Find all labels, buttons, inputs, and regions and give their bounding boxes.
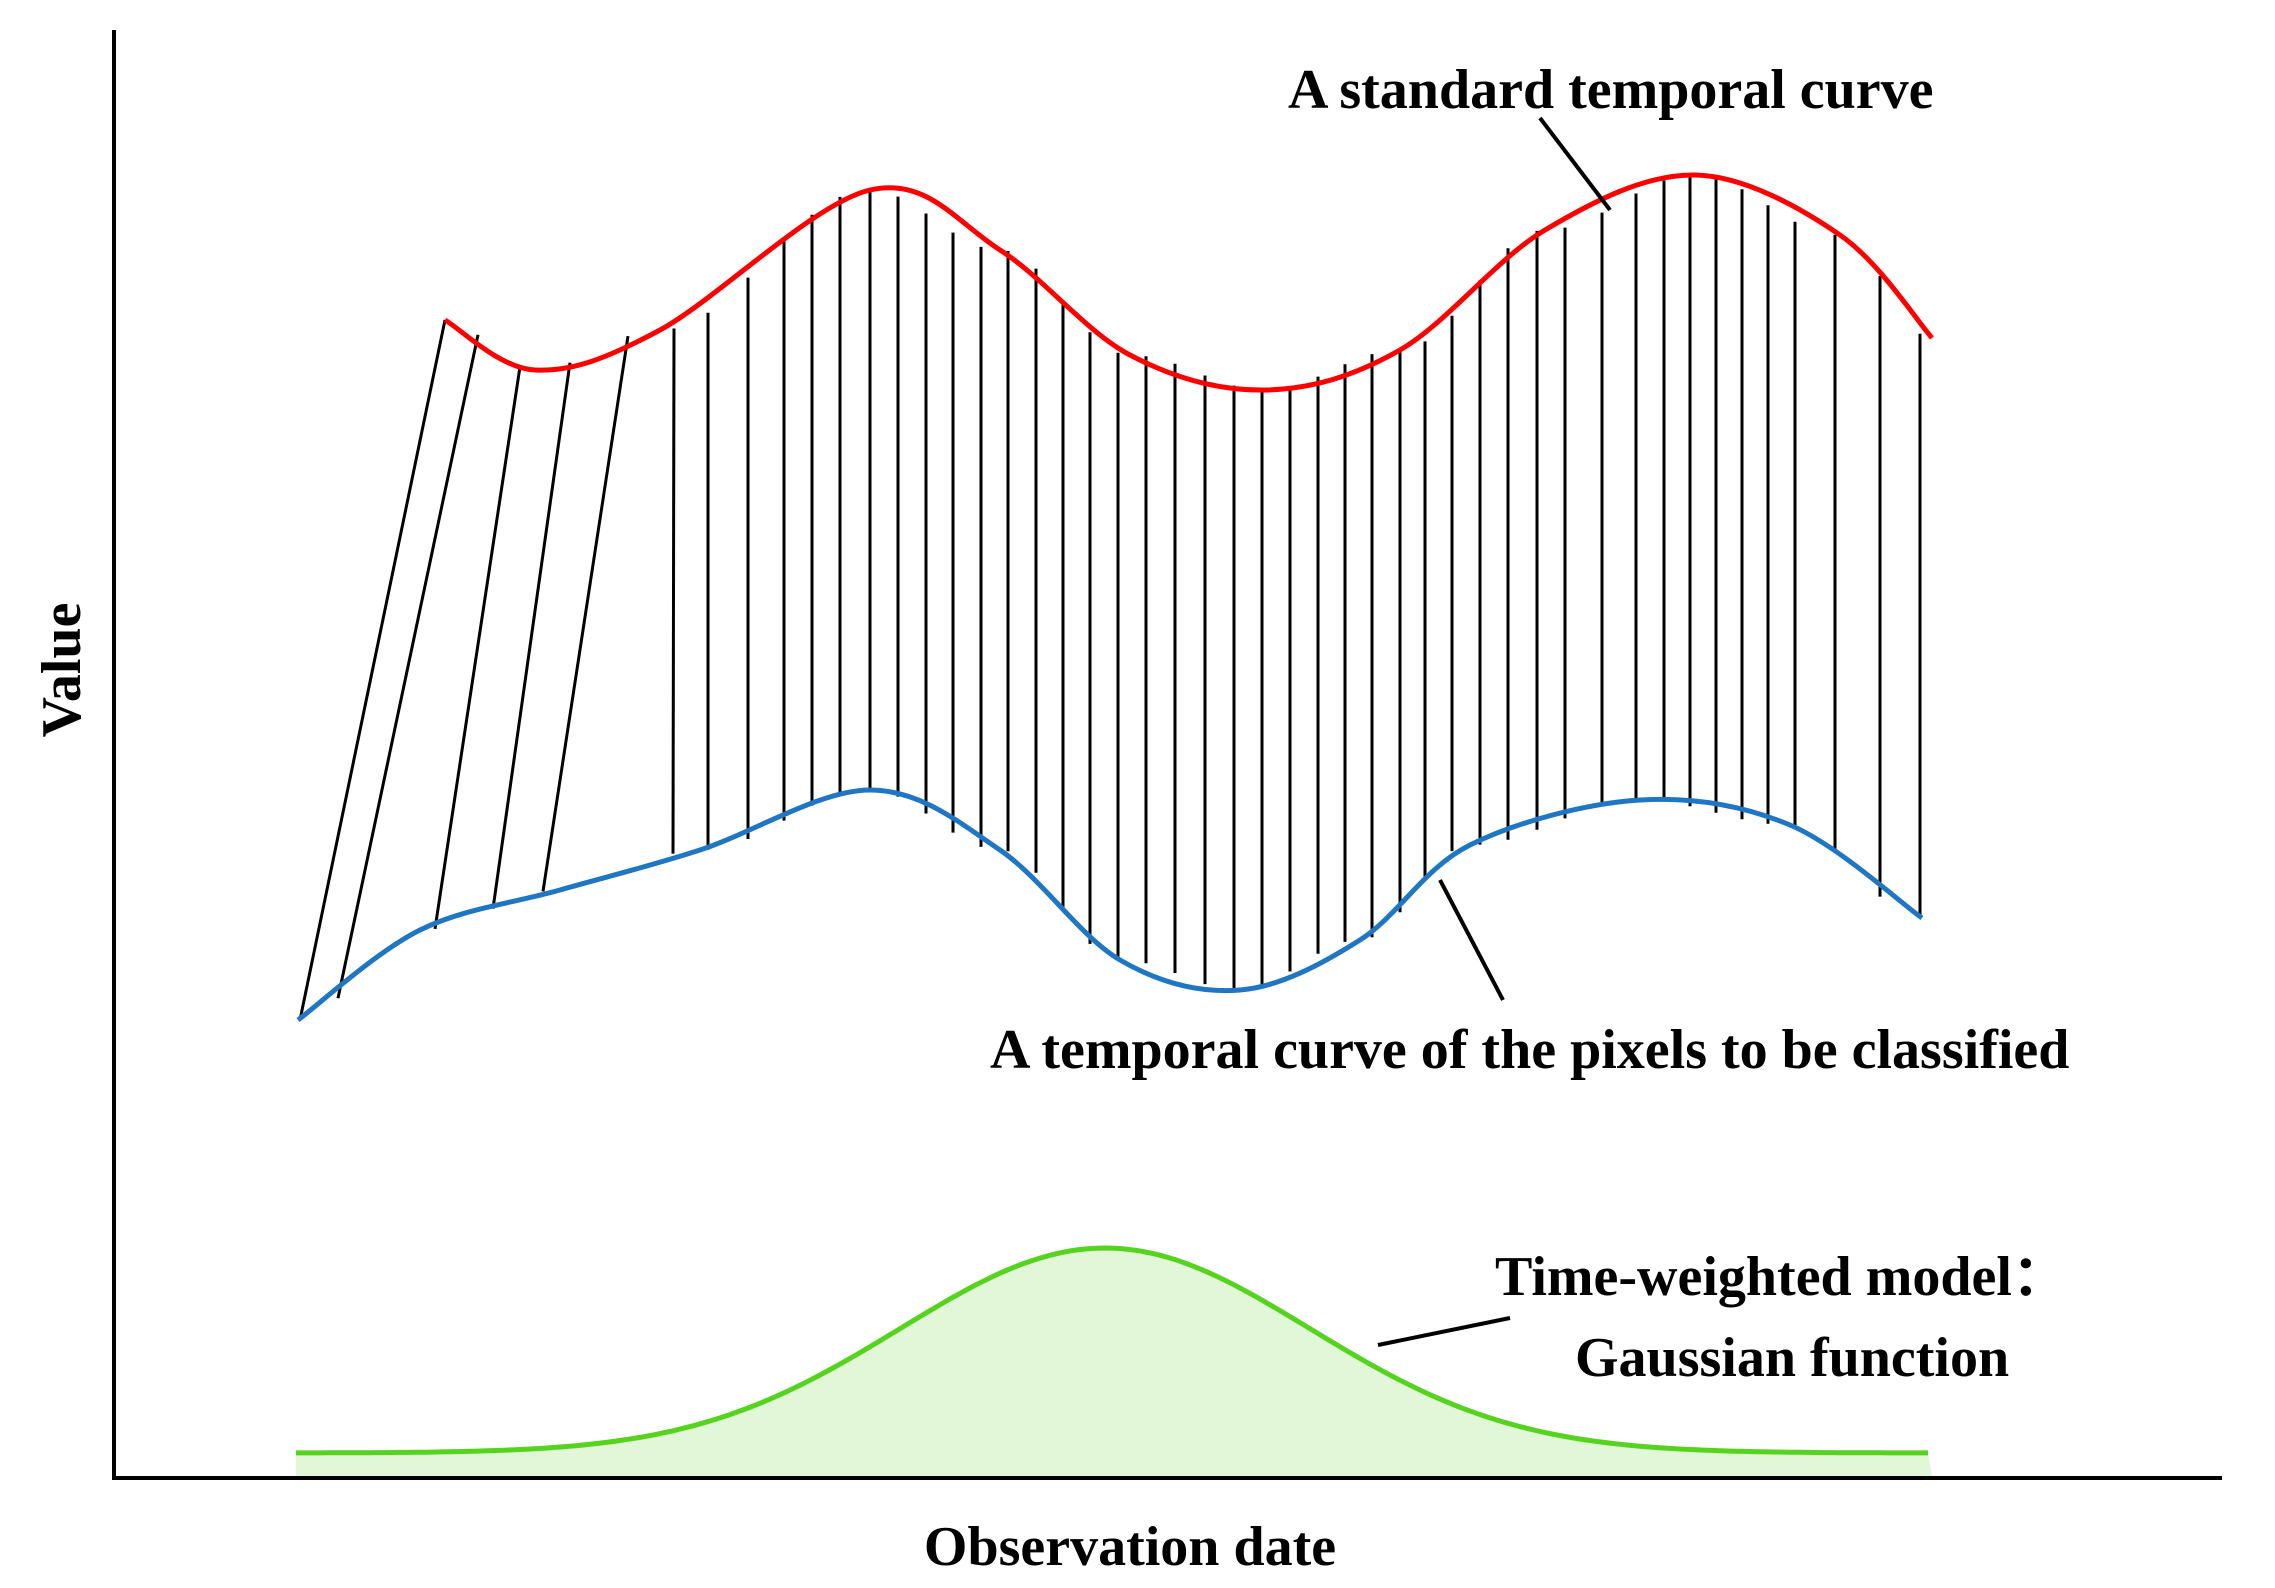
pixel-temporal-curve [296, 787, 1924, 1023]
gaussian-area [296, 1248, 1932, 1476]
pixel-curve-leader [1438, 879, 1505, 1001]
standard-curve-leader [1538, 116, 1612, 212]
alignment-lines [298, 175, 1922, 1021]
y-axis-label: Value [31, 603, 93, 738]
alignment-line [491, 362, 572, 909]
standard-curve-label: A standard temporal curve [1288, 59, 1934, 121]
alignment-line [541, 335, 630, 892]
x-axis-label: Observation date [924, 1516, 1336, 1578]
standard-temporal-curve [443, 172, 1934, 393]
gaussian-leader [1377, 1316, 1511, 1347]
alignment-line [298, 319, 447, 1021]
gaussian-label-line1: Time-weighted model： [1495, 1246, 2068, 1308]
alignment-line [433, 366, 522, 930]
alignment-line [671, 328, 676, 854]
gaussian-label-line2: Gaussian function [1575, 1327, 2009, 1389]
gaussian-curve [296, 1245, 1928, 1456]
alignment-line [336, 334, 480, 999]
pixel-curve-label: A temporal curve of the pixels to be cla… [990, 1019, 2069, 1081]
